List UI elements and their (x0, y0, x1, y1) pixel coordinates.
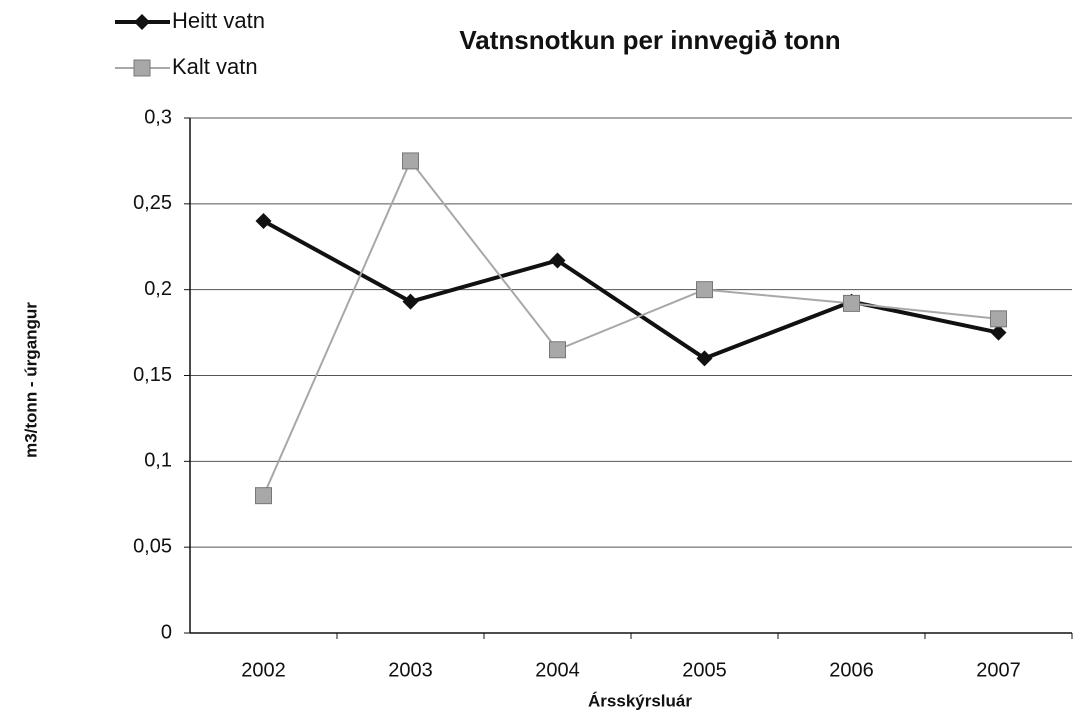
legend-label: Heitt vatn (172, 8, 265, 33)
y-tick-label: 0,05 (133, 535, 172, 557)
x-tick-label: 2002 (241, 659, 286, 681)
y-axis-label: m3/tonn - úrgangur (21, 302, 40, 458)
legend-marker (133, 59, 151, 77)
data-point (696, 350, 713, 367)
data-point (549, 252, 566, 269)
legend-label: Kalt vatn (172, 54, 258, 79)
x-tick-label: 2004 (535, 659, 580, 681)
x-tick-label: 2006 (829, 659, 874, 681)
x-axis-label: Árssk​ýrsluár (588, 691, 692, 710)
data-point (696, 281, 713, 299)
y-tick-label: 0,3 (144, 106, 172, 128)
data-point (549, 341, 566, 359)
data-point (402, 152, 419, 170)
y-tick-label: 0 (161, 621, 172, 643)
data-point (402, 293, 419, 310)
x-tick-label: 2007 (976, 659, 1021, 681)
y-tick-label: 0,15 (133, 364, 172, 386)
series-line (262, 158, 999, 497)
data-point (990, 324, 1007, 341)
y-tick-label: 0,2 (144, 278, 172, 300)
y-tick-label: 0,25 (133, 192, 172, 214)
data-point (255, 213, 272, 229)
x-tick-label: 2003 (388, 659, 433, 681)
legend-marker (134, 14, 150, 30)
y-tick-label: 0,1 (144, 450, 172, 472)
data-point (990, 310, 1007, 328)
chart-title: Vatnsnotkun per innvegið tonn (459, 25, 840, 55)
data-point (255, 487, 272, 505)
data-point (843, 294, 860, 312)
x-tick-label: 2005 (682, 659, 727, 681)
